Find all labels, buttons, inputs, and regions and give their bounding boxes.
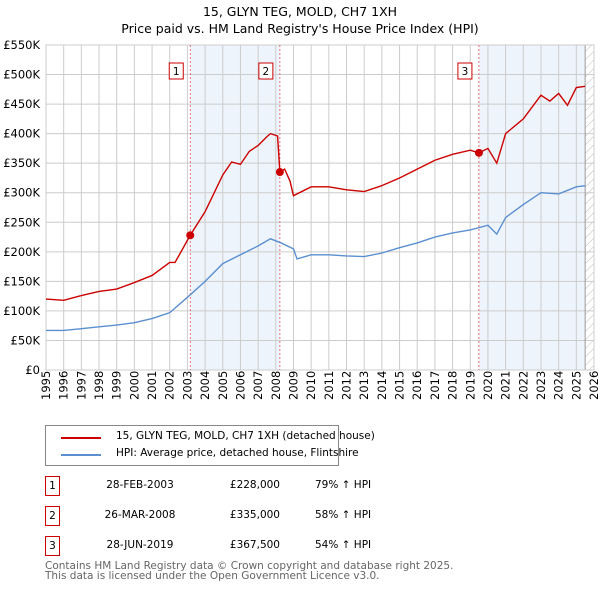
x-tick-label: 2004 bbox=[198, 371, 212, 400]
legend-label: 15, GLYN TEG, MOLD, CH7 1XH (detached ho… bbox=[116, 430, 375, 442]
price-chart: 1995 1996 1997 1998 1999 2000 2001 2002 2003 2004… bbox=[3, 38, 600, 400]
x-tick-label: 1996 bbox=[57, 371, 71, 400]
x-tick-label: 2016 bbox=[410, 371, 424, 400]
x-tick-label: 2009 bbox=[286, 371, 300, 400]
x-tick-label: 2022 bbox=[516, 371, 530, 400]
legend-swatch-red bbox=[61, 437, 101, 439]
x-tick-label: 2002 bbox=[163, 371, 177, 400]
plot-frame bbox=[45, 44, 595, 371]
y-tick-label: £100K bbox=[3, 304, 40, 318]
legend-label: HPI: Average price, detached house, Flin… bbox=[116, 447, 359, 459]
y-tick-label: £450K bbox=[3, 97, 40, 111]
y-tick-label: £200K bbox=[3, 245, 40, 259]
x-tick-label: 2011 bbox=[322, 371, 336, 400]
legend: 15, GLYN TEG, MOLD, CH7 1XH (detached ho… bbox=[45, 425, 375, 466]
sale-marker-label: 1 bbox=[173, 66, 180, 78]
sale-marker-label: 2 bbox=[263, 66, 270, 78]
x-tick-label: 2008 bbox=[269, 371, 283, 400]
sale-price: £367,500 bbox=[229, 539, 280, 551]
sale-marker-label: 2 bbox=[45, 506, 60, 526]
x-tick-label: 2023 bbox=[534, 371, 548, 400]
sale-point bbox=[474, 148, 483, 157]
x-tick-label: 2020 bbox=[481, 371, 495, 400]
legend-swatch-blue bbox=[61, 454, 101, 456]
y-tick-label: £0 bbox=[25, 363, 40, 377]
sale-date: 28-FEB-2003 bbox=[106, 479, 174, 491]
x-tick-label: 2019 bbox=[463, 371, 477, 400]
chart-subtitle: Price paid vs. HM Land Registry's House … bbox=[121, 21, 479, 36]
x-tick-label: 2013 bbox=[357, 371, 371, 400]
x-tick-label: 2018 bbox=[446, 371, 460, 400]
x-tick-label: 1997 bbox=[74, 371, 88, 400]
sale-price: £335,000 bbox=[229, 509, 280, 521]
x-tick-label: 2006 bbox=[233, 371, 247, 400]
sale-marker-box bbox=[457, 62, 473, 80]
x-tick-label: 2000 bbox=[127, 371, 141, 400]
sale-hpi: 79% ↑ HPI bbox=[315, 479, 372, 491]
chart-title: 15, GLYN TEG, MOLD, CH7 1XH bbox=[202, 4, 398, 19]
sale-point bbox=[186, 231, 195, 240]
x-tick-label: 2024 bbox=[552, 371, 566, 400]
sale-price: £228,000 bbox=[229, 479, 280, 491]
sale-marker-box bbox=[258, 62, 274, 80]
sale-hpi: 58% ↑ HPI bbox=[315, 509, 372, 521]
y-tick-label: £400K bbox=[3, 127, 40, 141]
sale-row: 1 28-FEB-2003 £228,000 79% ↑ HPI bbox=[45, 476, 445, 496]
sale-row: 3 28-JUN-2019 £367,500 54% ↑ HPI bbox=[45, 536, 445, 556]
sale-hpi: 54% ↑ HPI bbox=[315, 539, 372, 551]
shaded-period bbox=[478, 45, 586, 370]
forecast-hatch bbox=[585, 45, 594, 370]
x-tick-label: 2012 bbox=[340, 371, 354, 400]
x-tick-label: 2014 bbox=[375, 371, 389, 400]
x-tick-label: 2003 bbox=[180, 371, 194, 400]
sale-marker-label: 3 bbox=[45, 536, 60, 556]
sale-marker-label: 3 bbox=[462, 66, 469, 78]
y-tick-label: £300K bbox=[3, 186, 40, 200]
footer: Contains HM Land Registry data © Crown c… bbox=[45, 560, 454, 582]
sale-point bbox=[275, 168, 284, 177]
y-tick-label: £500K bbox=[3, 68, 40, 82]
y-tick-label: £250K bbox=[3, 215, 40, 229]
x-tick-label: 1995 bbox=[39, 371, 53, 400]
y-tick-label: £150K bbox=[3, 274, 40, 288]
property-price-line bbox=[45, 85, 586, 301]
x-tick-label: 2001 bbox=[145, 371, 159, 400]
x-tick-label: 2021 bbox=[499, 371, 513, 400]
hpi-line bbox=[46, 184, 586, 332]
sale-marker-box bbox=[168, 62, 184, 80]
x-tick-label: 2007 bbox=[251, 371, 265, 400]
sale-date: 28-JUN-2019 bbox=[106, 539, 174, 551]
x-tick-label: 1999 bbox=[110, 371, 124, 400]
x-tick-label: 2015 bbox=[393, 371, 407, 400]
sale-row: 2 26-MAR-2008 £335,000 58% ↑ HPI bbox=[45, 506, 445, 526]
sale-date: 26-MAR-2008 bbox=[104, 509, 176, 521]
shaded-period bbox=[190, 45, 280, 370]
x-tick-label: 2010 bbox=[304, 371, 318, 400]
y-tick-label: £550K bbox=[3, 38, 40, 52]
x-tick-label: 2026 bbox=[587, 371, 600, 400]
footer-copyright: Contains HM Land Registry data © Crown c… bbox=[45, 560, 454, 572]
sale-marker-label: 1 bbox=[45, 476, 60, 496]
x-tick-label: 2005 bbox=[216, 371, 230, 400]
x-tick-label: 1998 bbox=[92, 371, 106, 400]
x-tick-label: 2025 bbox=[569, 371, 583, 400]
y-tick-label: £50K bbox=[11, 333, 41, 347]
y-tick-label: £350K bbox=[3, 156, 40, 170]
footer-licence: This data is licensed under the Open Gov… bbox=[45, 570, 380, 582]
x-tick-label: 2017 bbox=[428, 371, 442, 400]
